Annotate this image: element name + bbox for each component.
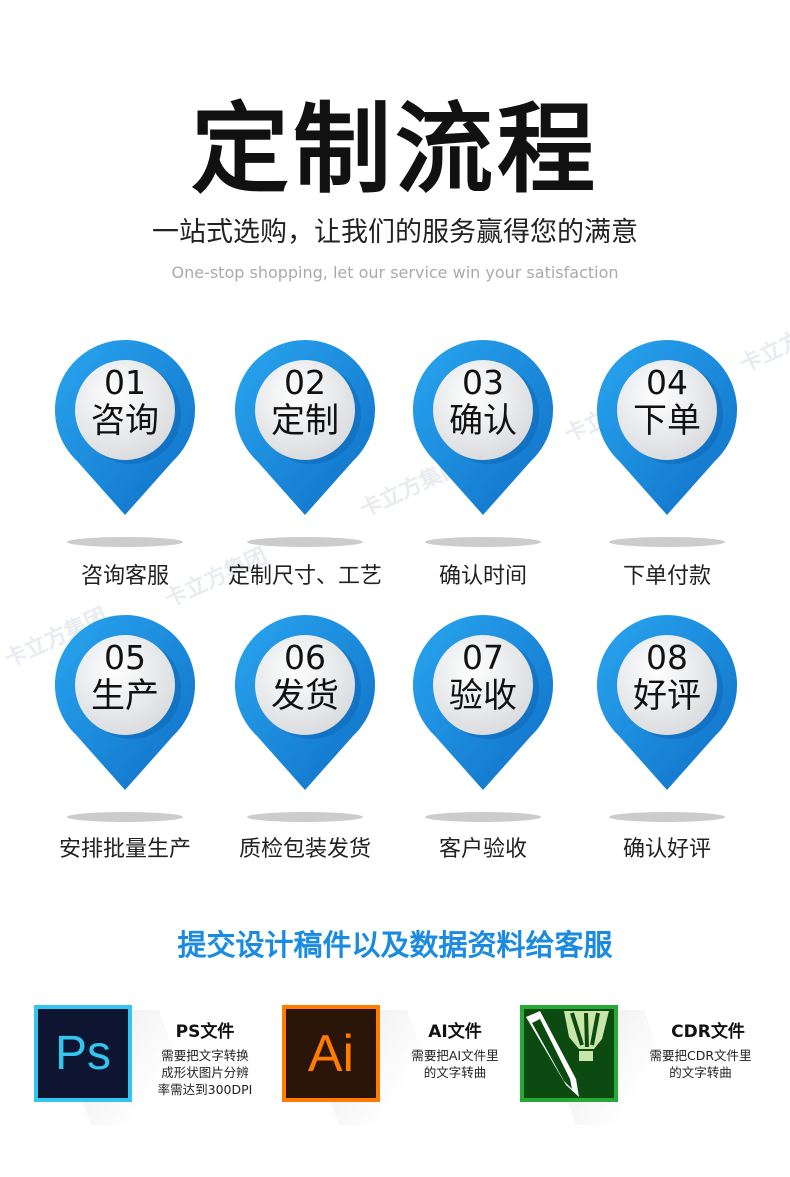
step-number: 03: [462, 363, 504, 402]
step-label: 质检包装发货: [238, 837, 371, 862]
step-pin-01: 01 咨询: [55, 340, 205, 570]
step-label: 安排批量生产: [58, 837, 191, 862]
step-label: 定制尺寸、工艺: [227, 564, 382, 589]
map-pin-icon: [55, 615, 196, 822]
step-number: 06: [284, 638, 326, 677]
ai-title: AI文件: [428, 1022, 482, 1042]
step-pin-03: 03 确认: [413, 340, 563, 570]
map-pin-icon: [413, 615, 554, 822]
step-name: 确认: [449, 401, 517, 441]
step-number: 01: [104, 363, 146, 402]
illustrator-icon: Ai: [282, 1005, 380, 1102]
step-name: 好评: [633, 676, 701, 716]
page-subtitle: 一站式选购，让我们的服务赢得您的满意: [152, 217, 638, 248]
step-name: 下单: [633, 401, 701, 441]
coreldraw-icon: [520, 1005, 618, 1102]
step-name: 咨询: [91, 401, 159, 441]
step-label: 确认好评: [622, 837, 711, 862]
ai-desc: 需要把AI文件里 的文字转曲: [411, 1048, 499, 1080]
page-subtitle-en: One-stop shopping, let our service win y…: [171, 263, 619, 282]
step-name: 定制: [271, 401, 339, 441]
step-number: 05: [104, 638, 146, 677]
step-pin-07: 07 验收: [413, 615, 563, 845]
step-name: 生产: [91, 676, 159, 716]
step-number: 08: [646, 638, 688, 677]
step-pin-02: 02 定制: [235, 340, 385, 570]
step-name: 发货: [271, 676, 339, 716]
step-name: 验收: [449, 676, 517, 716]
section-title: 提交设计稿件以及数据资料给客服: [177, 928, 613, 962]
map-pin-icon: [597, 340, 738, 547]
cdr-title: CDR文件: [671, 1022, 745, 1042]
step-pin-06: 06 发货: [235, 615, 385, 845]
page-title: 定制流程: [190, 93, 599, 207]
ps-title: PS文件: [175, 1022, 235, 1042]
map-pin-icon: [235, 340, 376, 547]
map-pin-icon: [413, 340, 554, 547]
step-pin-04: 04 下单: [597, 340, 747, 570]
step-label: 咨询客服: [80, 564, 169, 589]
map-pin-icon: [235, 615, 376, 822]
ps-desc: 需要把文字转换 成形状图片分辨 率需达到300DPI: [157, 1048, 253, 1097]
map-pin-icon: [597, 615, 738, 822]
step-number: 07: [462, 638, 504, 677]
step-number: 02: [284, 363, 326, 402]
step-pin-05: 05 生产: [55, 615, 205, 845]
photoshop-icon: Ps: [34, 1005, 132, 1102]
step-label: 客户验收: [438, 837, 527, 862]
cdr-desc: 需要把CDR文件里 的文字转曲: [649, 1048, 752, 1080]
step-label: 下单付款: [622, 564, 711, 589]
step-number: 04: [646, 363, 688, 402]
step-label: 确认时间: [438, 564, 527, 589]
map-pin-icon: [55, 340, 196, 547]
step-pin-08: 08 好评: [597, 615, 747, 845]
